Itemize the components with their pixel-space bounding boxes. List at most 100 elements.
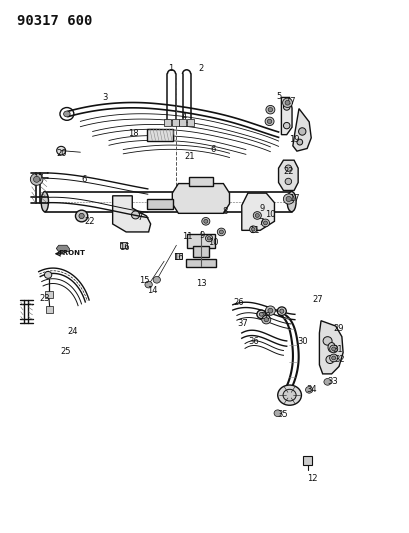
Ellipse shape bbox=[267, 308, 272, 313]
Ellipse shape bbox=[286, 191, 295, 212]
Ellipse shape bbox=[207, 237, 210, 240]
Polygon shape bbox=[319, 321, 342, 374]
Ellipse shape bbox=[256, 310, 265, 319]
Polygon shape bbox=[56, 245, 69, 252]
Text: 3: 3 bbox=[102, 93, 107, 102]
Bar bbox=[45, 291, 52, 298]
Bar bbox=[171, 119, 179, 126]
Text: 8: 8 bbox=[221, 207, 227, 216]
Text: 10: 10 bbox=[265, 211, 275, 220]
Text: 90317 600: 90317 600 bbox=[17, 14, 92, 28]
Polygon shape bbox=[241, 193, 274, 230]
Text: 16: 16 bbox=[173, 253, 183, 262]
Text: 17: 17 bbox=[33, 174, 43, 183]
Ellipse shape bbox=[131, 211, 139, 219]
Ellipse shape bbox=[265, 117, 273, 126]
Ellipse shape bbox=[79, 213, 84, 219]
Ellipse shape bbox=[305, 386, 312, 393]
Text: 18: 18 bbox=[128, 129, 139, 138]
Bar bbox=[119, 242, 127, 248]
Text: 2: 2 bbox=[198, 64, 203, 73]
Text: 22: 22 bbox=[283, 167, 293, 176]
Ellipse shape bbox=[75, 210, 88, 222]
Text: 4: 4 bbox=[182, 112, 187, 121]
Bar bbox=[178, 119, 186, 126]
Text: 23: 23 bbox=[39, 294, 50, 303]
Polygon shape bbox=[112, 196, 150, 232]
Bar bbox=[187, 119, 194, 126]
Ellipse shape bbox=[327, 343, 335, 352]
Ellipse shape bbox=[253, 212, 261, 219]
Ellipse shape bbox=[153, 277, 160, 283]
Ellipse shape bbox=[283, 123, 289, 129]
Ellipse shape bbox=[265, 106, 274, 114]
Ellipse shape bbox=[329, 345, 337, 353]
Bar bbox=[46, 306, 53, 313]
Ellipse shape bbox=[284, 165, 291, 171]
Ellipse shape bbox=[263, 221, 267, 225]
Ellipse shape bbox=[331, 347, 335, 351]
Text: 28: 28 bbox=[260, 312, 270, 321]
Text: 6: 6 bbox=[210, 145, 215, 154]
Bar bbox=[192, 246, 209, 257]
Text: 32: 32 bbox=[334, 355, 344, 364]
Ellipse shape bbox=[276, 307, 285, 316]
Text: 7: 7 bbox=[137, 213, 142, 222]
Text: 31: 31 bbox=[332, 345, 342, 354]
Text: 21: 21 bbox=[184, 152, 194, 161]
Polygon shape bbox=[278, 160, 297, 190]
Ellipse shape bbox=[325, 356, 333, 364]
Bar bbox=[187, 235, 214, 248]
Ellipse shape bbox=[30, 173, 43, 185]
Bar bbox=[163, 119, 171, 126]
Text: 25: 25 bbox=[60, 347, 70, 356]
Polygon shape bbox=[281, 98, 291, 135]
Ellipse shape bbox=[144, 281, 152, 288]
Ellipse shape bbox=[277, 385, 301, 405]
Ellipse shape bbox=[41, 191, 48, 212]
Ellipse shape bbox=[283, 104, 289, 110]
Ellipse shape bbox=[44, 271, 52, 278]
Ellipse shape bbox=[282, 389, 295, 401]
Polygon shape bbox=[292, 109, 310, 151]
Bar bbox=[189, 176, 212, 186]
Bar bbox=[303, 456, 312, 465]
Ellipse shape bbox=[323, 378, 330, 385]
Ellipse shape bbox=[331, 356, 335, 360]
Bar bbox=[174, 253, 182, 259]
Text: 24: 24 bbox=[67, 327, 77, 336]
Ellipse shape bbox=[283, 194, 293, 204]
Ellipse shape bbox=[201, 217, 209, 225]
Ellipse shape bbox=[279, 309, 283, 313]
Ellipse shape bbox=[285, 197, 291, 201]
Ellipse shape bbox=[261, 316, 270, 324]
Ellipse shape bbox=[267, 119, 271, 124]
Ellipse shape bbox=[251, 228, 254, 231]
Ellipse shape bbox=[34, 176, 40, 182]
Ellipse shape bbox=[219, 230, 223, 234]
Ellipse shape bbox=[255, 214, 258, 217]
Ellipse shape bbox=[282, 98, 292, 108]
Text: 20: 20 bbox=[56, 149, 66, 158]
Text: 34: 34 bbox=[306, 385, 317, 394]
Ellipse shape bbox=[56, 147, 65, 155]
Text: 5: 5 bbox=[275, 92, 281, 101]
Text: 9: 9 bbox=[199, 231, 204, 240]
Text: 14: 14 bbox=[146, 286, 157, 295]
Ellipse shape bbox=[267, 108, 272, 112]
Text: 6: 6 bbox=[81, 175, 87, 184]
Text: 13: 13 bbox=[195, 279, 206, 288]
Text: 37: 37 bbox=[237, 319, 247, 328]
Ellipse shape bbox=[329, 354, 337, 362]
Text: 27: 27 bbox=[311, 295, 322, 304]
Ellipse shape bbox=[217, 228, 225, 236]
Text: 30: 30 bbox=[297, 337, 308, 346]
Text: 11: 11 bbox=[248, 226, 258, 235]
Text: 15: 15 bbox=[139, 276, 149, 285]
Text: FRONT: FRONT bbox=[58, 249, 85, 256]
Ellipse shape bbox=[273, 410, 281, 417]
Polygon shape bbox=[172, 183, 229, 213]
Ellipse shape bbox=[322, 337, 331, 345]
Text: 10: 10 bbox=[207, 238, 218, 247]
Text: 7: 7 bbox=[258, 219, 263, 228]
